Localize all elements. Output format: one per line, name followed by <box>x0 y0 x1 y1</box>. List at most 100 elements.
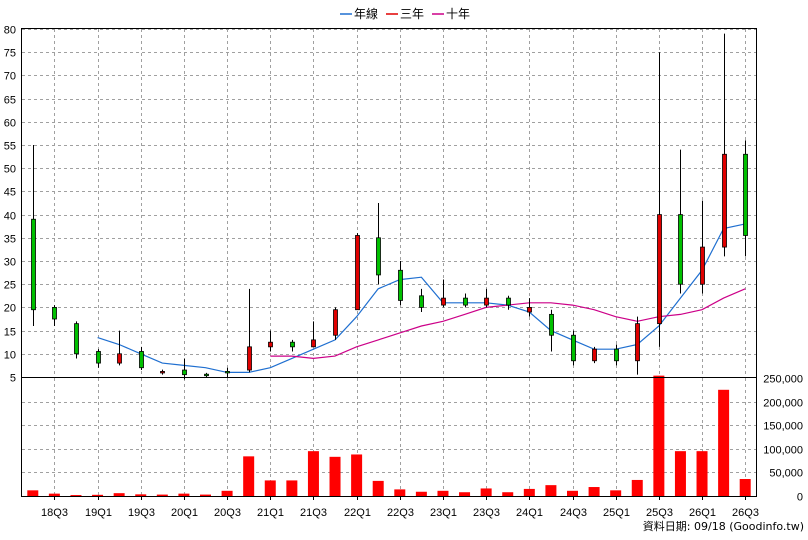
volume-bar <box>307 451 319 496</box>
candle-body <box>635 323 640 362</box>
candle <box>441 279 446 308</box>
volume-bar <box>394 489 406 496</box>
candle <box>743 140 748 257</box>
price-tick-label: 5 <box>10 373 16 385</box>
x-tick-label: 21Q1 <box>257 507 284 519</box>
candle-body <box>678 214 683 285</box>
x-tick-label: 24Q3 <box>560 507 587 519</box>
candle-body <box>484 297 489 306</box>
volume-bar <box>178 493 190 496</box>
candle <box>31 145 36 326</box>
candle <box>506 295 511 310</box>
candle-body <box>333 309 338 336</box>
volume-bar <box>567 490 578 496</box>
candle <box>700 200 705 294</box>
volume-bar <box>27 490 39 496</box>
candle <box>398 261 403 306</box>
price-tick-label: 15 <box>4 327 16 339</box>
price-tick-label: 80 <box>4 25 16 37</box>
x-tick-label: 20Q3 <box>214 507 241 519</box>
price-tick-label: 50 <box>4 164 16 176</box>
candle-body <box>355 235 360 311</box>
volume-bar <box>631 479 643 496</box>
candle <box>139 346 144 371</box>
x-tick-label: 22Q1 <box>344 507 371 519</box>
price-tick-label: 40 <box>4 211 16 223</box>
x-tick-label: 19Q1 <box>85 507 112 519</box>
candle-body <box>743 153 748 236</box>
candle-body <box>182 369 187 376</box>
volume-bar <box>135 494 147 496</box>
price-tick-label: 55 <box>4 141 16 153</box>
candle-body <box>52 306 57 320</box>
price-tick-label: 65 <box>4 95 16 107</box>
candle <box>549 309 554 352</box>
x-tick-label: 23Q3 <box>473 507 500 519</box>
candle <box>722 33 727 257</box>
candle <box>376 203 381 285</box>
candle-body <box>506 297 511 306</box>
candle <box>419 288 424 313</box>
volume-tick-label: 100,000 <box>763 445 803 457</box>
price-tick-label: 25 <box>4 280 16 292</box>
volume-bar <box>653 375 665 496</box>
volume-bar <box>610 490 622 496</box>
candle <box>571 330 576 366</box>
legend-item-annual: 年線 <box>340 6 378 21</box>
x-tick-label: 23Q1 <box>430 507 457 519</box>
candle-body <box>268 341 273 348</box>
candle-body <box>290 341 295 348</box>
volume-tick-label: 50,000 <box>769 468 803 480</box>
x-tick-label: 18Q3 <box>41 507 68 519</box>
candle <box>678 149 683 294</box>
legend-label-ten-year: 十年 <box>446 7 470 21</box>
candle <box>592 346 597 364</box>
volume-bar <box>739 479 751 496</box>
candle-body <box>117 353 122 364</box>
candle-body <box>311 339 316 348</box>
volume-tick-label: 200,000 <box>763 398 803 410</box>
volume-bar <box>372 480 384 496</box>
candle <box>225 367 230 377</box>
price-tick-label: 75 <box>4 48 16 60</box>
price-tick-label: 45 <box>4 187 16 199</box>
x-tick-label: 25Q1 <box>603 507 630 519</box>
price-axis-ticks: 5 10 15 20 25 30 35 40 45 50 55 60 65 70 75 80 <box>4 25 16 385</box>
candle <box>614 344 619 366</box>
candle <box>635 316 640 375</box>
candle-body <box>225 371 230 374</box>
candle <box>290 339 295 352</box>
candle-body <box>614 348 619 362</box>
candle <box>204 372 209 377</box>
candle-body <box>398 269 403 301</box>
price-tick-label: 30 <box>4 257 16 269</box>
volume-tick-label: 150,000 <box>763 421 803 433</box>
candle-body <box>247 346 252 371</box>
candle-body <box>700 246 705 285</box>
candle-body <box>160 371 165 374</box>
legend-item-three-year: 三年 <box>386 7 424 21</box>
volume-bar <box>588 487 600 496</box>
volume-tick-label: 0 <box>797 492 803 504</box>
volume-bar <box>286 480 298 496</box>
candle <box>527 298 532 317</box>
legend: 年線 三年 十年 <box>340 6 470 21</box>
volume-bar <box>351 454 363 496</box>
x-tick-label: 26Q3 <box>732 507 759 519</box>
volume-bar <box>674 451 686 496</box>
volume-bar <box>70 495 82 496</box>
candle-body <box>74 323 79 355</box>
x-tick-label: 20Q1 <box>171 507 198 519</box>
price-tick-label: 60 <box>4 118 16 130</box>
volume-tick-label: 250,000 <box>763 374 803 386</box>
candle <box>333 307 338 340</box>
volume-bar <box>329 456 341 496</box>
volume-bar <box>502 492 514 496</box>
volume-bar <box>113 493 125 496</box>
price-tick-label: 10 <box>4 350 16 362</box>
x-tick-label: 19Q3 <box>128 507 155 519</box>
price-panel-frame <box>21 28 757 378</box>
candle <box>268 330 273 352</box>
x-tick-label: 24Q1 <box>516 507 543 519</box>
